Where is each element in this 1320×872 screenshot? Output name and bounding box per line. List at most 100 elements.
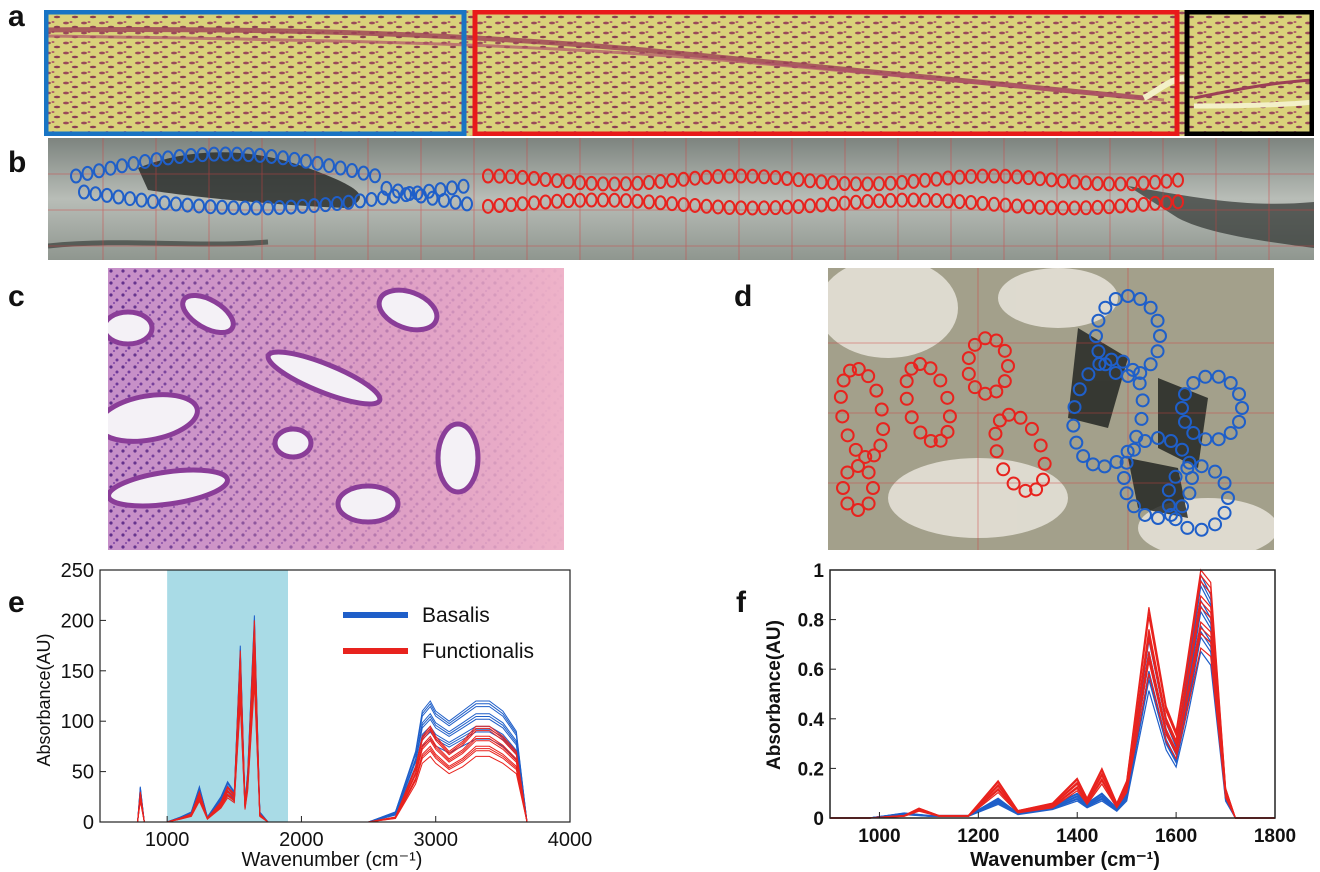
sample-point-functionalis bbox=[1013, 410, 1028, 425]
sample-point-functionalis bbox=[953, 169, 966, 185]
sample-point-functionalis bbox=[1114, 198, 1127, 214]
sample-point-basalis bbox=[1137, 507, 1152, 522]
sample-point-functionalis bbox=[965, 194, 977, 210]
series-line-0 bbox=[830, 584, 1275, 819]
sample-point-basalis bbox=[288, 151, 301, 167]
sample-point-basalis bbox=[1168, 469, 1183, 484]
chart-e-ylabel: Absorbance(AU) bbox=[34, 633, 54, 766]
region-box-functionalis bbox=[472, 10, 1180, 136]
sample-point-functionalis bbox=[700, 198, 713, 214]
sample-point-functionalis bbox=[781, 171, 793, 187]
sample-point-functionalis bbox=[1022, 199, 1035, 215]
sample-point-basalis bbox=[1134, 411, 1149, 426]
sample-point-functionalis bbox=[967, 337, 982, 352]
sample-point-functionalis bbox=[988, 168, 1000, 184]
sample-point-functionalis bbox=[758, 169, 770, 185]
x-tick-label: 1600 bbox=[1155, 826, 1197, 847]
sample-point-functionalis bbox=[999, 197, 1012, 213]
sample-point-basalis bbox=[1164, 434, 1179, 449]
sample-point-functionalis bbox=[827, 196, 839, 212]
sample-point-basalis bbox=[311, 155, 324, 171]
sample-point-basalis bbox=[323, 158, 335, 174]
sample-point-basalis bbox=[296, 198, 309, 214]
sample-point-functionalis bbox=[1126, 176, 1138, 192]
sample-point-functionalis bbox=[884, 175, 897, 191]
sample-point-basalis bbox=[1150, 344, 1165, 359]
sample-point-basalis bbox=[104, 160, 117, 176]
sample-point-basalis bbox=[208, 146, 220, 162]
sample-point-functionalis bbox=[961, 351, 976, 366]
sample-point-functionalis bbox=[1091, 176, 1104, 192]
sample-point-basalis bbox=[277, 150, 289, 166]
sample-point-basalis bbox=[1137, 434, 1152, 449]
series-line-0 bbox=[830, 635, 1275, 819]
sample-point-functionalis bbox=[516, 196, 529, 212]
panel-b-sample-image bbox=[48, 138, 1314, 260]
sample-point-functionalis bbox=[1011, 169, 1023, 185]
sample-point-functionalis bbox=[861, 193, 874, 209]
sample-point-functionalis bbox=[861, 496, 876, 511]
sample-point-basalis bbox=[1143, 357, 1158, 372]
chart-f: 1000 1200 1400 1600 1800 0 0.2 0.4 0.6 0.8 1 Waven… bbox=[764, 561, 1296, 871]
sample-point-functionalis bbox=[505, 169, 517, 185]
sample-point-functionalis bbox=[1057, 173, 1069, 189]
sample-point-functionalis bbox=[940, 390, 955, 405]
panel-label-d: d bbox=[734, 280, 753, 313]
sample-point-functionalis bbox=[988, 426, 1003, 441]
sample-point-functionalis bbox=[608, 192, 621, 208]
sample-point-functionalis bbox=[1036, 472, 1051, 487]
sample-point-basalis bbox=[1081, 367, 1096, 382]
sample-point-functionalis bbox=[1022, 170, 1035, 186]
sample-point-basalis bbox=[1069, 435, 1084, 450]
sample-point-basalis bbox=[1117, 471, 1131, 485]
sample-point-basalis bbox=[239, 200, 251, 216]
sample-point-functionalis bbox=[620, 193, 632, 209]
sample-point-functionalis bbox=[539, 194, 552, 210]
sample-point-functionalis bbox=[654, 195, 667, 211]
sample-point-functionalis bbox=[1045, 172, 1058, 188]
sample-point-functionalis bbox=[1103, 176, 1115, 192]
sample-point-functionalis bbox=[735, 168, 747, 184]
sample-point-functionalis bbox=[869, 383, 884, 398]
sample-point-functionalis bbox=[858, 449, 873, 464]
sample-point-functionalis bbox=[654, 174, 667, 190]
sample-point-basalis bbox=[112, 189, 125, 205]
sample-point-functionalis bbox=[1172, 172, 1184, 188]
chart-f-xlabel: Wavenumber (cm⁻¹) bbox=[970, 849, 1160, 871]
sample-point-functionalis bbox=[953, 194, 966, 210]
sample-point-basalis bbox=[446, 180, 458, 196]
sample-point-functionalis bbox=[876, 422, 891, 437]
sample-point-basalis bbox=[1150, 313, 1165, 328]
sample-point-functionalis bbox=[873, 176, 885, 192]
sample-point-functionalis bbox=[516, 169, 529, 185]
sample-point-functionalis bbox=[933, 373, 948, 388]
sample-point-functionalis bbox=[1018, 483, 1033, 498]
highlight-band bbox=[167, 570, 288, 822]
sample-point-basalis bbox=[173, 149, 186, 165]
sample-point-functionalis bbox=[997, 343, 1012, 358]
sample-point-basalis bbox=[216, 199, 228, 215]
series-line-1 bbox=[830, 574, 1275, 819]
sample-point-functionalis bbox=[769, 170, 782, 186]
sample-point-functionalis bbox=[562, 193, 575, 209]
x-tick-label: 3000 bbox=[413, 829, 458, 851]
sample-point-basalis bbox=[1175, 401, 1189, 415]
sample-point-basalis bbox=[1109, 455, 1124, 470]
sample-point-functionalis bbox=[840, 465, 855, 480]
series-line-1 bbox=[830, 620, 1275, 819]
sample-point-basalis bbox=[227, 200, 240, 216]
sample-point-basalis bbox=[1089, 329, 1103, 343]
sample-point-basalis bbox=[434, 182, 447, 198]
y-tick-label: 1 bbox=[813, 561, 824, 582]
sample-point-functionalis bbox=[815, 174, 828, 190]
sample-point-basalis bbox=[1223, 426, 1238, 441]
sample-point-basalis bbox=[319, 197, 332, 213]
y-tick-label: 50 bbox=[72, 762, 94, 784]
sample-point-basalis bbox=[1151, 431, 1165, 445]
sample-point-basalis bbox=[1072, 382, 1087, 397]
sample-point-basalis bbox=[124, 191, 136, 207]
sample-point-basalis bbox=[1235, 401, 1249, 415]
sample-point-functionalis bbox=[574, 192, 586, 208]
y-tick-label: 250 bbox=[61, 560, 94, 582]
chart-f-ylabel: Absorbance(AU) bbox=[764, 620, 785, 770]
